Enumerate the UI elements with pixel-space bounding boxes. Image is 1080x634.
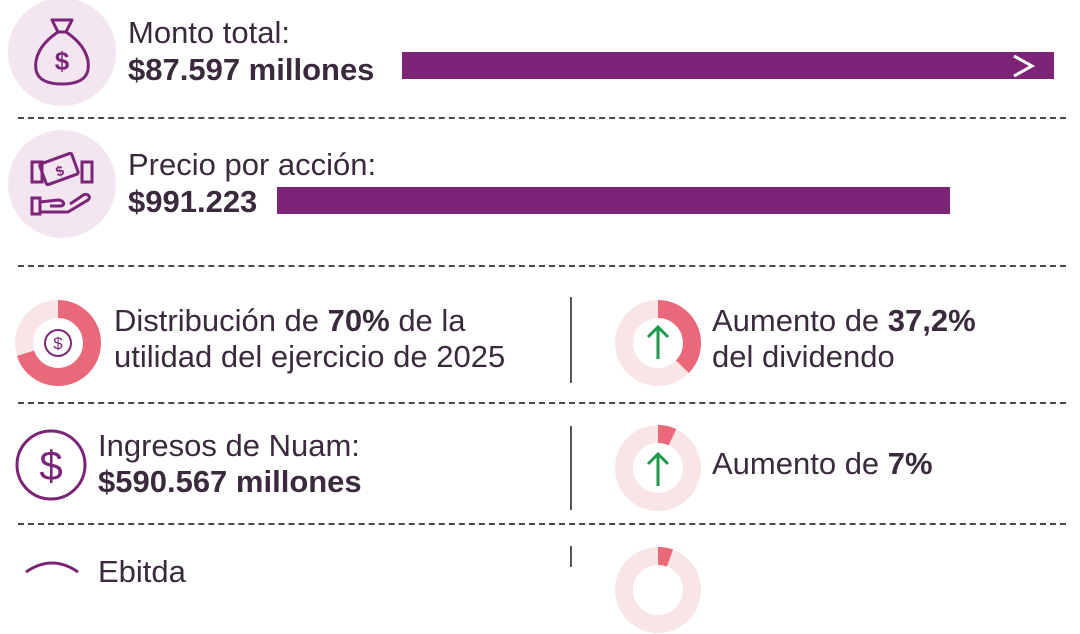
divider-2 xyxy=(18,265,1066,267)
dividendo-donut xyxy=(615,300,701,386)
handshake-money-icon: $ xyxy=(30,151,94,216)
dividendo-donut-arc xyxy=(615,300,701,386)
svg-text:$: $ xyxy=(55,46,70,76)
dividendo-line2: del dividendo xyxy=(712,339,895,374)
aumento-ingresos-pre: Aumento de xyxy=(712,446,888,481)
ingresos-value: $590.567 millones xyxy=(98,464,362,499)
monto-bar xyxy=(402,52,1054,79)
dividendo-line1: Aumento de 37,2% xyxy=(712,303,976,339)
ingresos-donut xyxy=(615,425,701,511)
vertical-divider-3 xyxy=(570,546,572,567)
money-bag-icon: $ xyxy=(34,18,90,86)
ingresos-label: Ingresos de Nuam: xyxy=(98,428,360,463)
monto-value: $87.597 millones xyxy=(128,52,375,87)
precio-bar xyxy=(277,187,950,214)
divider-1 xyxy=(18,117,1066,119)
distribucion-donut: $ xyxy=(15,300,101,386)
distribucion-pre: Distribución de xyxy=(114,303,328,338)
partial-icon xyxy=(25,561,79,574)
ingresos-donut-arc xyxy=(615,425,701,511)
precio-value: $991.223 xyxy=(128,184,258,219)
partial-donut xyxy=(615,547,701,633)
aumento-ingresos-pct: 7% xyxy=(887,446,933,481)
arrow-up-icon xyxy=(646,451,670,486)
distribucion-line1: Distribución de 70% de la xyxy=(114,303,466,339)
dividendo-pct: 37,2% xyxy=(887,303,976,338)
chevron-right-icon xyxy=(1013,54,1036,78)
handshake-money-icon-bg xyxy=(8,130,116,238)
money-bag-icon-bg xyxy=(8,0,116,106)
distribucion-line2: utilidad del ejercicio de 2025 xyxy=(114,339,506,374)
dividendo-pre: Aumento de xyxy=(712,303,888,338)
svg-text:$: $ xyxy=(53,162,66,180)
precio-label: Precio por acción: xyxy=(128,147,377,182)
arrow-up-icon xyxy=(646,324,670,359)
divider-4 xyxy=(18,523,1066,525)
monto-label: Monto total: xyxy=(128,15,290,50)
distribucion-post: de la xyxy=(389,303,466,338)
distribucion-donut-arc xyxy=(15,300,101,386)
svg-text:$: $ xyxy=(39,442,62,489)
vertical-divider-1 xyxy=(570,297,572,383)
divider-3 xyxy=(18,402,1066,404)
distribucion-pct: 70% xyxy=(327,303,390,338)
vertical-divider-2 xyxy=(570,426,572,510)
dollar-coin-icon: $ xyxy=(53,334,63,353)
partial-label: Ebitda xyxy=(98,554,186,589)
dollar-circle-icon: $ xyxy=(15,429,87,501)
aumento-ingresos-text: Aumento de 7% xyxy=(712,446,933,482)
